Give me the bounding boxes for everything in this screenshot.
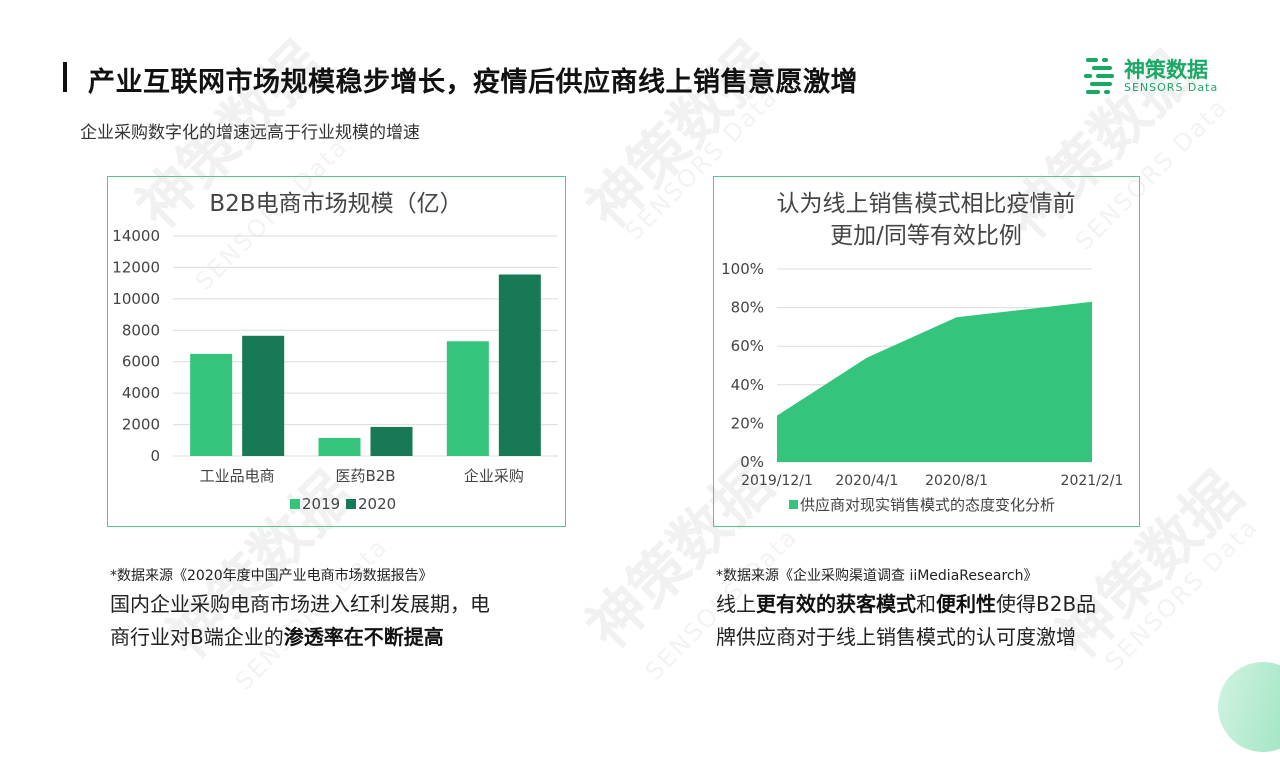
y-tick-label: 6000 — [122, 353, 160, 371]
legend-swatch-2020 — [346, 499, 356, 509]
page-title: 产业互联网市场规模稳步增长，疫情后供应商线上销售意愿激增 — [88, 67, 858, 98]
bar-chart-title: B2B电商市场规模（亿） — [209, 191, 462, 217]
y-tick-label: 4000 — [122, 384, 160, 402]
bar-chart-panel: B2B电商市场规模（亿） 0 2000 4000 6000 8000 10000 12000… — [107, 176, 566, 527]
legend-swatch-2019 — [290, 499, 300, 509]
y-tick-label: 2000 — [122, 416, 160, 434]
x-tick-label: 2020/4/1 — [835, 473, 898, 489]
bar-chart: B2B电商市场规模（亿） 0 2000 4000 6000 8000 10000 12000… — [112, 191, 558, 513]
left-body-line1: 国内企业采购电商市场进入红利发展期，电 — [110, 592, 490, 616]
bar-2019 — [446, 341, 489, 456]
x-tick-label: 2021/2/1 — [1061, 473, 1124, 489]
right-body-text: 线上更有效的获客模式和便利性使得B2B品 牌供应商对于线上销售模式的认可度激增 — [716, 588, 1096, 654]
right-body-line2: 牌供应商对于线上销售模式的认可度激增 — [716, 625, 1076, 649]
left-body-text: 国内企业采购电商市场进入红利发展期，电 商行业对B端企业的渗透率在不断提高 — [110, 588, 490, 654]
bar-2019 — [318, 437, 361, 456]
right-body-line1-c: 和 — [916, 592, 936, 616]
bar-2020 — [498, 274, 541, 456]
bar-2019 — [190, 353, 233, 456]
right-body-line1-a: 线上 — [716, 592, 756, 616]
area-chart-title-line2: 更加/同等有效比例 — [830, 223, 1022, 249]
left-body-line2-pre: 商行业对B端企业的 — [110, 625, 284, 649]
x-tick-label: 2019/12/1 — [741, 473, 813, 489]
logo-english-name: SENSORS Data — [1124, 81, 1219, 94]
y-tick-label: 10000 — [112, 290, 160, 308]
legend-label: 供应商对现实销售模式的态度变化分析 — [800, 496, 1055, 514]
x-tick-label: 企业采购 — [464, 467, 524, 485]
brand-logo: 神策数据 SENSORS Data — [1082, 54, 1232, 98]
y-tick-label: 100% — [721, 260, 764, 278]
page-subtitle: 企业采购数字化的增速远高于行业规模的增速 — [80, 123, 420, 143]
x-tick-label: 2020/8/1 — [925, 473, 988, 489]
area-chart: 认为线上销售模式相比疫情前 更加/同等有效比例 0% 20% 40% 60% 80% 10… — [721, 191, 1124, 514]
right-body-line1-b: 更有效的获客模式 — [756, 592, 916, 616]
legend-label-2019: 2019 — [302, 495, 340, 513]
x-tick-label: 医药B2B — [335, 467, 395, 485]
bar-2020 — [370, 426, 413, 456]
right-body-line1: 线上更有效的获客模式和便利性使得B2B品 — [716, 588, 1096, 621]
y-tick-label: 0 — [150, 447, 160, 465]
right-body-line1-e: 使得B2B品 — [996, 592, 1097, 616]
area-series — [777, 301, 1092, 462]
logo-icon — [1084, 58, 1114, 94]
right-body-line1-d: 便利性 — [936, 592, 996, 616]
legend-swatch — [789, 500, 798, 509]
y-tick-label: 14000 — [112, 227, 160, 245]
y-tick-label: 80% — [731, 299, 764, 317]
logo-name: 神策数据 — [1124, 58, 1208, 82]
left-body-line2-bold: 渗透率在不断提高 — [283, 625, 444, 649]
corner-decoration — [1201, 645, 1280, 768]
legend-label-2020: 2020 — [358, 495, 396, 513]
watermark: SENSORS Data — [1099, 512, 1264, 676]
y-tick-label: 0% — [740, 453, 764, 471]
y-tick-label: 12000 — [112, 258, 160, 276]
x-tick-label: 工业品电商 — [200, 467, 275, 485]
left-source-note: *数据来源《2020年度中国产业电商市场数据报告》 — [110, 568, 433, 584]
area-chart-panel: 认为线上销售模式相比疫情前 更加/同等有效比例 0% 20% 40% 60% 80% 10… — [713, 176, 1140, 527]
y-tick-label: 20% — [731, 414, 764, 432]
area-chart-title-line1: 认为线上销售模式相比疫情前 — [777, 191, 1076, 217]
y-tick-label: 8000 — [122, 321, 160, 339]
y-tick-label: 40% — [731, 376, 764, 394]
title-accent-bar — [63, 62, 67, 92]
right-source-note: *数据来源《企业采购渠道调查 iiMediaResearch》 — [716, 568, 1038, 584]
left-body-line2: 商行业对B端企业的渗透率在不断提高 — [110, 621, 490, 654]
y-tick-label: 60% — [731, 337, 764, 355]
bar-2020 — [242, 335, 285, 456]
